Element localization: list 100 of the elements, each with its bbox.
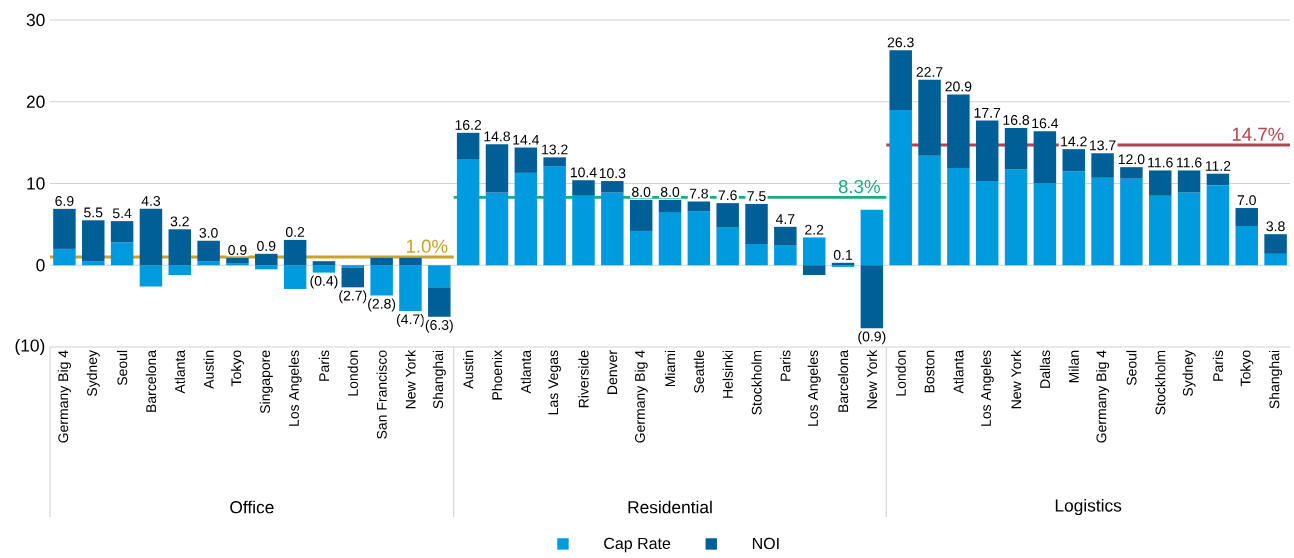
bar xyxy=(168,229,192,266)
bar xyxy=(456,158,480,266)
bar xyxy=(889,50,912,110)
bar xyxy=(370,265,393,296)
bar xyxy=(1177,192,1201,266)
x-tick-label: New York xyxy=(866,349,878,409)
x-tick-label: Miami xyxy=(664,350,676,387)
x-tick-label: New York xyxy=(405,349,416,409)
x-tick-label: San Francisco xyxy=(376,350,387,439)
total-label: 16.4 xyxy=(1032,118,1059,129)
x-tick-label: Singapore xyxy=(259,350,273,414)
bar xyxy=(802,265,826,276)
x-tick-label: Shanghai xyxy=(1269,350,1283,409)
bar xyxy=(514,172,538,266)
x-tick-label: Los Angeles xyxy=(288,350,302,426)
x-tick-label: Seoul xyxy=(1126,350,1137,386)
x-tick-label: Milan xyxy=(1068,350,1079,383)
total-label: 12.0 xyxy=(1118,154,1145,165)
bar xyxy=(1091,153,1114,178)
y-tick-label: (10) xyxy=(15,338,45,356)
text: Residential xyxy=(628,500,712,514)
bar xyxy=(918,79,941,156)
x-tick-label: Seattle xyxy=(693,350,704,393)
bar xyxy=(53,208,76,249)
total-label: 11.6 xyxy=(1177,157,1202,168)
total-label: 11.2 xyxy=(1205,161,1231,171)
bar xyxy=(918,155,941,266)
ref-line-label: 1.0% xyxy=(406,239,448,253)
bar xyxy=(197,240,220,262)
legend-label: Cap Rate xyxy=(604,537,671,553)
bar xyxy=(1120,167,1143,179)
bar xyxy=(283,265,307,289)
total-label: (0.4) xyxy=(310,275,338,289)
bar xyxy=(860,265,884,329)
x-tick-label: Riverside xyxy=(578,350,589,408)
text: Logistics xyxy=(1055,498,1122,516)
y-tick-label: 20 xyxy=(26,95,45,108)
bar xyxy=(745,244,768,266)
bar xyxy=(341,267,365,288)
x-tick-label: Sydney xyxy=(1182,349,1196,397)
bar xyxy=(1264,234,1287,254)
x-tick-label: Atlanta xyxy=(953,349,964,394)
total-label: 14.2 xyxy=(1061,136,1087,147)
total-label: 13.7 xyxy=(1090,140,1116,151)
total-label: 4.3 xyxy=(141,196,161,206)
bar xyxy=(399,265,422,312)
x-tick-label: Austin xyxy=(463,350,474,389)
bar xyxy=(1033,183,1057,266)
bar xyxy=(1235,208,1258,227)
x-tick-label: Austin xyxy=(203,350,214,389)
total-label: 11.6 xyxy=(1148,157,1173,168)
total-label: 7.8 xyxy=(689,188,708,199)
bar xyxy=(745,203,768,244)
bar xyxy=(255,265,278,270)
total-label: 8.0 xyxy=(660,187,680,197)
bar xyxy=(716,227,739,266)
x-tick-label: Sydney xyxy=(86,349,100,397)
total-label: 2.2 xyxy=(805,224,824,235)
x-tick-label: Seoul xyxy=(116,350,128,386)
total-label: (2.7) xyxy=(339,290,367,304)
legend-label: NOI xyxy=(752,537,779,550)
bar xyxy=(1004,127,1028,170)
bar xyxy=(1235,226,1258,266)
bar xyxy=(1206,185,1230,266)
bar xyxy=(687,211,711,266)
y-tick-label: 0 xyxy=(36,259,45,272)
total-label: (4.7) xyxy=(396,313,424,328)
bar xyxy=(485,192,509,266)
bar xyxy=(1264,253,1287,266)
bar xyxy=(716,203,739,228)
total-label: 5.4 xyxy=(112,208,132,219)
bar xyxy=(543,166,566,266)
total-label: (0.9) xyxy=(858,331,886,345)
x-tick-label: Atlanta xyxy=(520,349,531,394)
total-label: 4.7 xyxy=(775,214,795,224)
x-tick-label: Paris xyxy=(780,350,791,381)
bar xyxy=(53,248,76,266)
total-label: 3.8 xyxy=(1266,221,1285,232)
x-tick-label: Los Angeles xyxy=(807,350,821,426)
total-label: 7.0 xyxy=(1237,195,1256,206)
bar xyxy=(82,261,105,266)
y-tick-label: 10 xyxy=(27,177,45,190)
y-tick-label: 30 xyxy=(26,13,45,27)
ref-line-label: 14.7% xyxy=(1232,127,1284,141)
total-label: 6.9 xyxy=(55,196,74,206)
total-label: 16.2 xyxy=(455,119,482,130)
bar xyxy=(428,265,451,288)
bar xyxy=(601,192,624,266)
bar xyxy=(514,147,538,173)
bar xyxy=(399,257,422,266)
total-label: 22.7 xyxy=(916,66,943,77)
bar xyxy=(255,253,278,266)
total-label: 10.3 xyxy=(599,168,626,179)
total-label: 5.5 xyxy=(84,207,103,218)
bar xyxy=(370,257,393,266)
x-tick-label: Germany Big 4 xyxy=(57,350,71,443)
bar xyxy=(572,180,595,196)
total-label: 3.0 xyxy=(199,227,218,238)
bar xyxy=(1148,170,1172,196)
x-tick-label: London xyxy=(347,350,358,396)
